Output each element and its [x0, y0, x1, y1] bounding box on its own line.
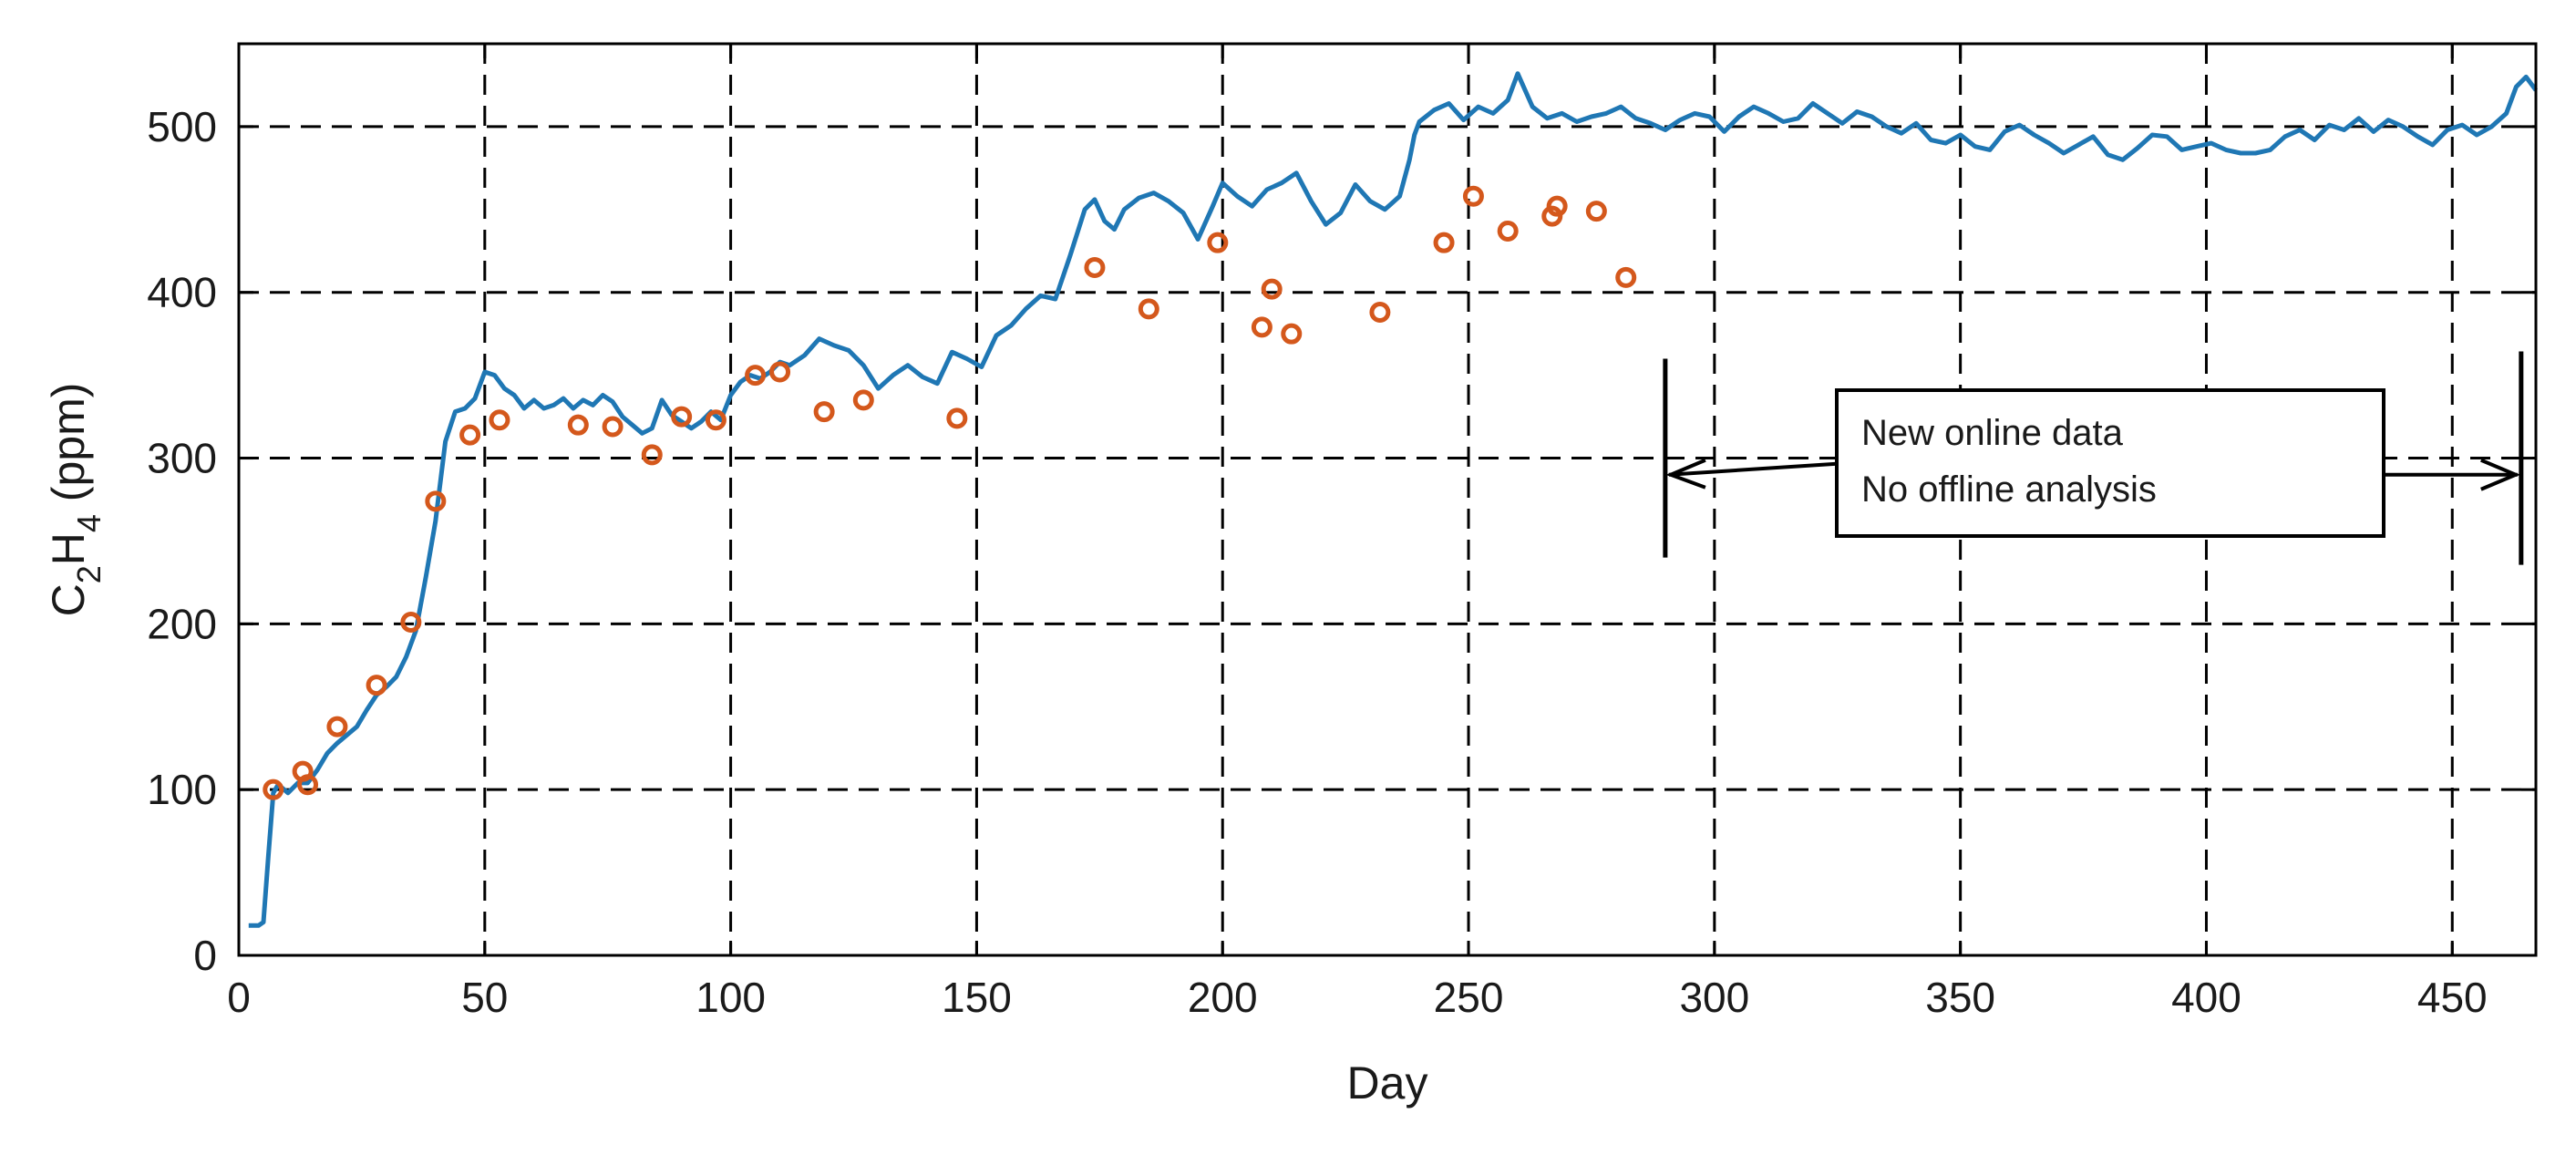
y-tick-label: 0 — [193, 932, 217, 979]
x-tick-label: 0 — [227, 974, 251, 1021]
offline-point — [602, 416, 623, 438]
offline-point — [1369, 302, 1391, 324]
y-title-h: H — [43, 532, 94, 565]
online-series — [248, 71, 2539, 928]
offline-point — [1281, 323, 1303, 345]
x-tick-label: 150 — [942, 974, 1012, 1021]
offline-point — [567, 414, 589, 436]
annotation-box — [1835, 388, 2385, 538]
offline-point — [1207, 232, 1229, 253]
x-tick-label: 50 — [461, 974, 508, 1021]
offline-point — [1462, 185, 1484, 207]
grid-lines — [239, 44, 2536, 955]
x-tick-label: 250 — [1434, 974, 1504, 1021]
x-tick-label: 450 — [2417, 974, 2488, 1021]
x-tick-label: 200 — [1188, 974, 1258, 1021]
y-axis-title: C2H4 (ppm) — [43, 383, 108, 617]
offline-point — [1261, 278, 1283, 300]
annotation-line-2: No offline analysis — [1861, 469, 2157, 510]
offline-point — [1615, 266, 1637, 288]
offline-series — [263, 185, 1637, 800]
y-tick-labels: 0 100 200 300 400 500 — [147, 103, 217, 979]
plot-frame — [237, 42, 2538, 957]
annotation-arrowhead-right — [2480, 458, 2520, 491]
offline-point — [705, 409, 726, 431]
offline-point — [1084, 256, 1106, 278]
offline-point — [671, 406, 693, 428]
y-tick-label: 100 — [147, 766, 217, 813]
online-line — [248, 71, 2539, 928]
offline-point — [1138, 298, 1159, 320]
offline-point — [641, 444, 663, 466]
offline-point — [400, 612, 422, 634]
y-title-sub-4: 4 — [70, 514, 108, 532]
offline-point — [1585, 201, 1607, 222]
offline-point — [1433, 232, 1455, 253]
annotation-arrow-left — [1668, 461, 1838, 477]
offline-point — [1546, 195, 1568, 217]
x-tick-label: 100 — [696, 974, 766, 1021]
offline-point — [425, 490, 447, 512]
offline-point — [326, 716, 348, 737]
offline-point — [852, 389, 874, 411]
offline-point — [1497, 220, 1519, 242]
y-tick-label: 300 — [147, 435, 217, 482]
x-axis-title: Day — [1347, 1057, 1428, 1109]
y-tick-label: 400 — [147, 269, 217, 316]
x-tick-label: 400 — [2171, 974, 2241, 1021]
offline-point — [459, 424, 481, 446]
offline-point — [263, 779, 284, 800]
axis-ticks — [237, 44, 2536, 957]
offline-point — [1251, 316, 1273, 338]
annotation-line-1: New online data — [1861, 413, 2124, 453]
offline-point — [745, 365, 767, 387]
y-tick-label: 500 — [147, 103, 217, 150]
annotation-arrowhead-left — [1665, 458, 1706, 490]
y-title-sub-2: 2 — [70, 565, 108, 583]
offline-point — [813, 401, 835, 423]
offline-point — [297, 774, 319, 796]
offline-point — [489, 409, 510, 431]
offline-point — [946, 407, 968, 429]
x-tick-labels: 0 50 100 150 200 250 300 350 400 450 — [227, 974, 2487, 1021]
annotation: New online data No offline analysis — [1663, 351, 2524, 565]
x-tick-label: 350 — [1925, 974, 1995, 1021]
y-tick-label: 200 — [147, 600, 217, 647]
x-tick-label: 300 — [1679, 974, 1749, 1021]
offline-point — [366, 675, 387, 696]
y-title-c: C — [43, 583, 94, 616]
offline-point — [769, 361, 791, 383]
y-title-unit: (ppm) — [43, 383, 94, 514]
